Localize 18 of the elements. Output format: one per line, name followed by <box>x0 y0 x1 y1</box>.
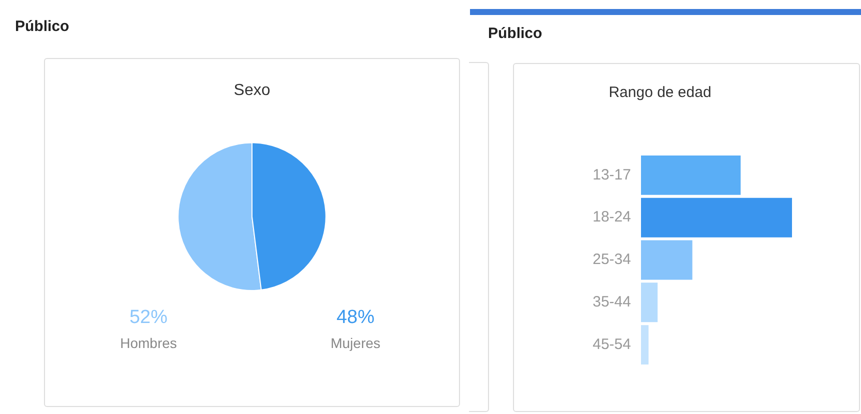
bar <box>641 325 649 365</box>
data-label: 48% <box>335 307 376 329</box>
chart-title: Sexo <box>234 82 270 100</box>
data-label: 52% <box>128 307 169 329</box>
bar <box>641 155 741 195</box>
text: Público <box>488 25 542 42</box>
y-tick-label: 18-24 <box>592 208 631 226</box>
y-tick-label: 45-54 <box>592 336 631 353</box>
y-tick-label: 25-34 <box>592 251 631 268</box>
bar <box>641 282 658 322</box>
y-tick-label: 13-17 <box>592 166 631 184</box>
bar <box>641 198 792 238</box>
text: Público <box>15 18 70 35</box>
slice-label: Hombres <box>119 335 178 351</box>
slice-label: Mujeres <box>330 335 382 351</box>
y-tick-label: 35-44 <box>592 294 631 311</box>
bar <box>641 240 692 280</box>
chart-title: Rango de edad <box>608 84 712 102</box>
